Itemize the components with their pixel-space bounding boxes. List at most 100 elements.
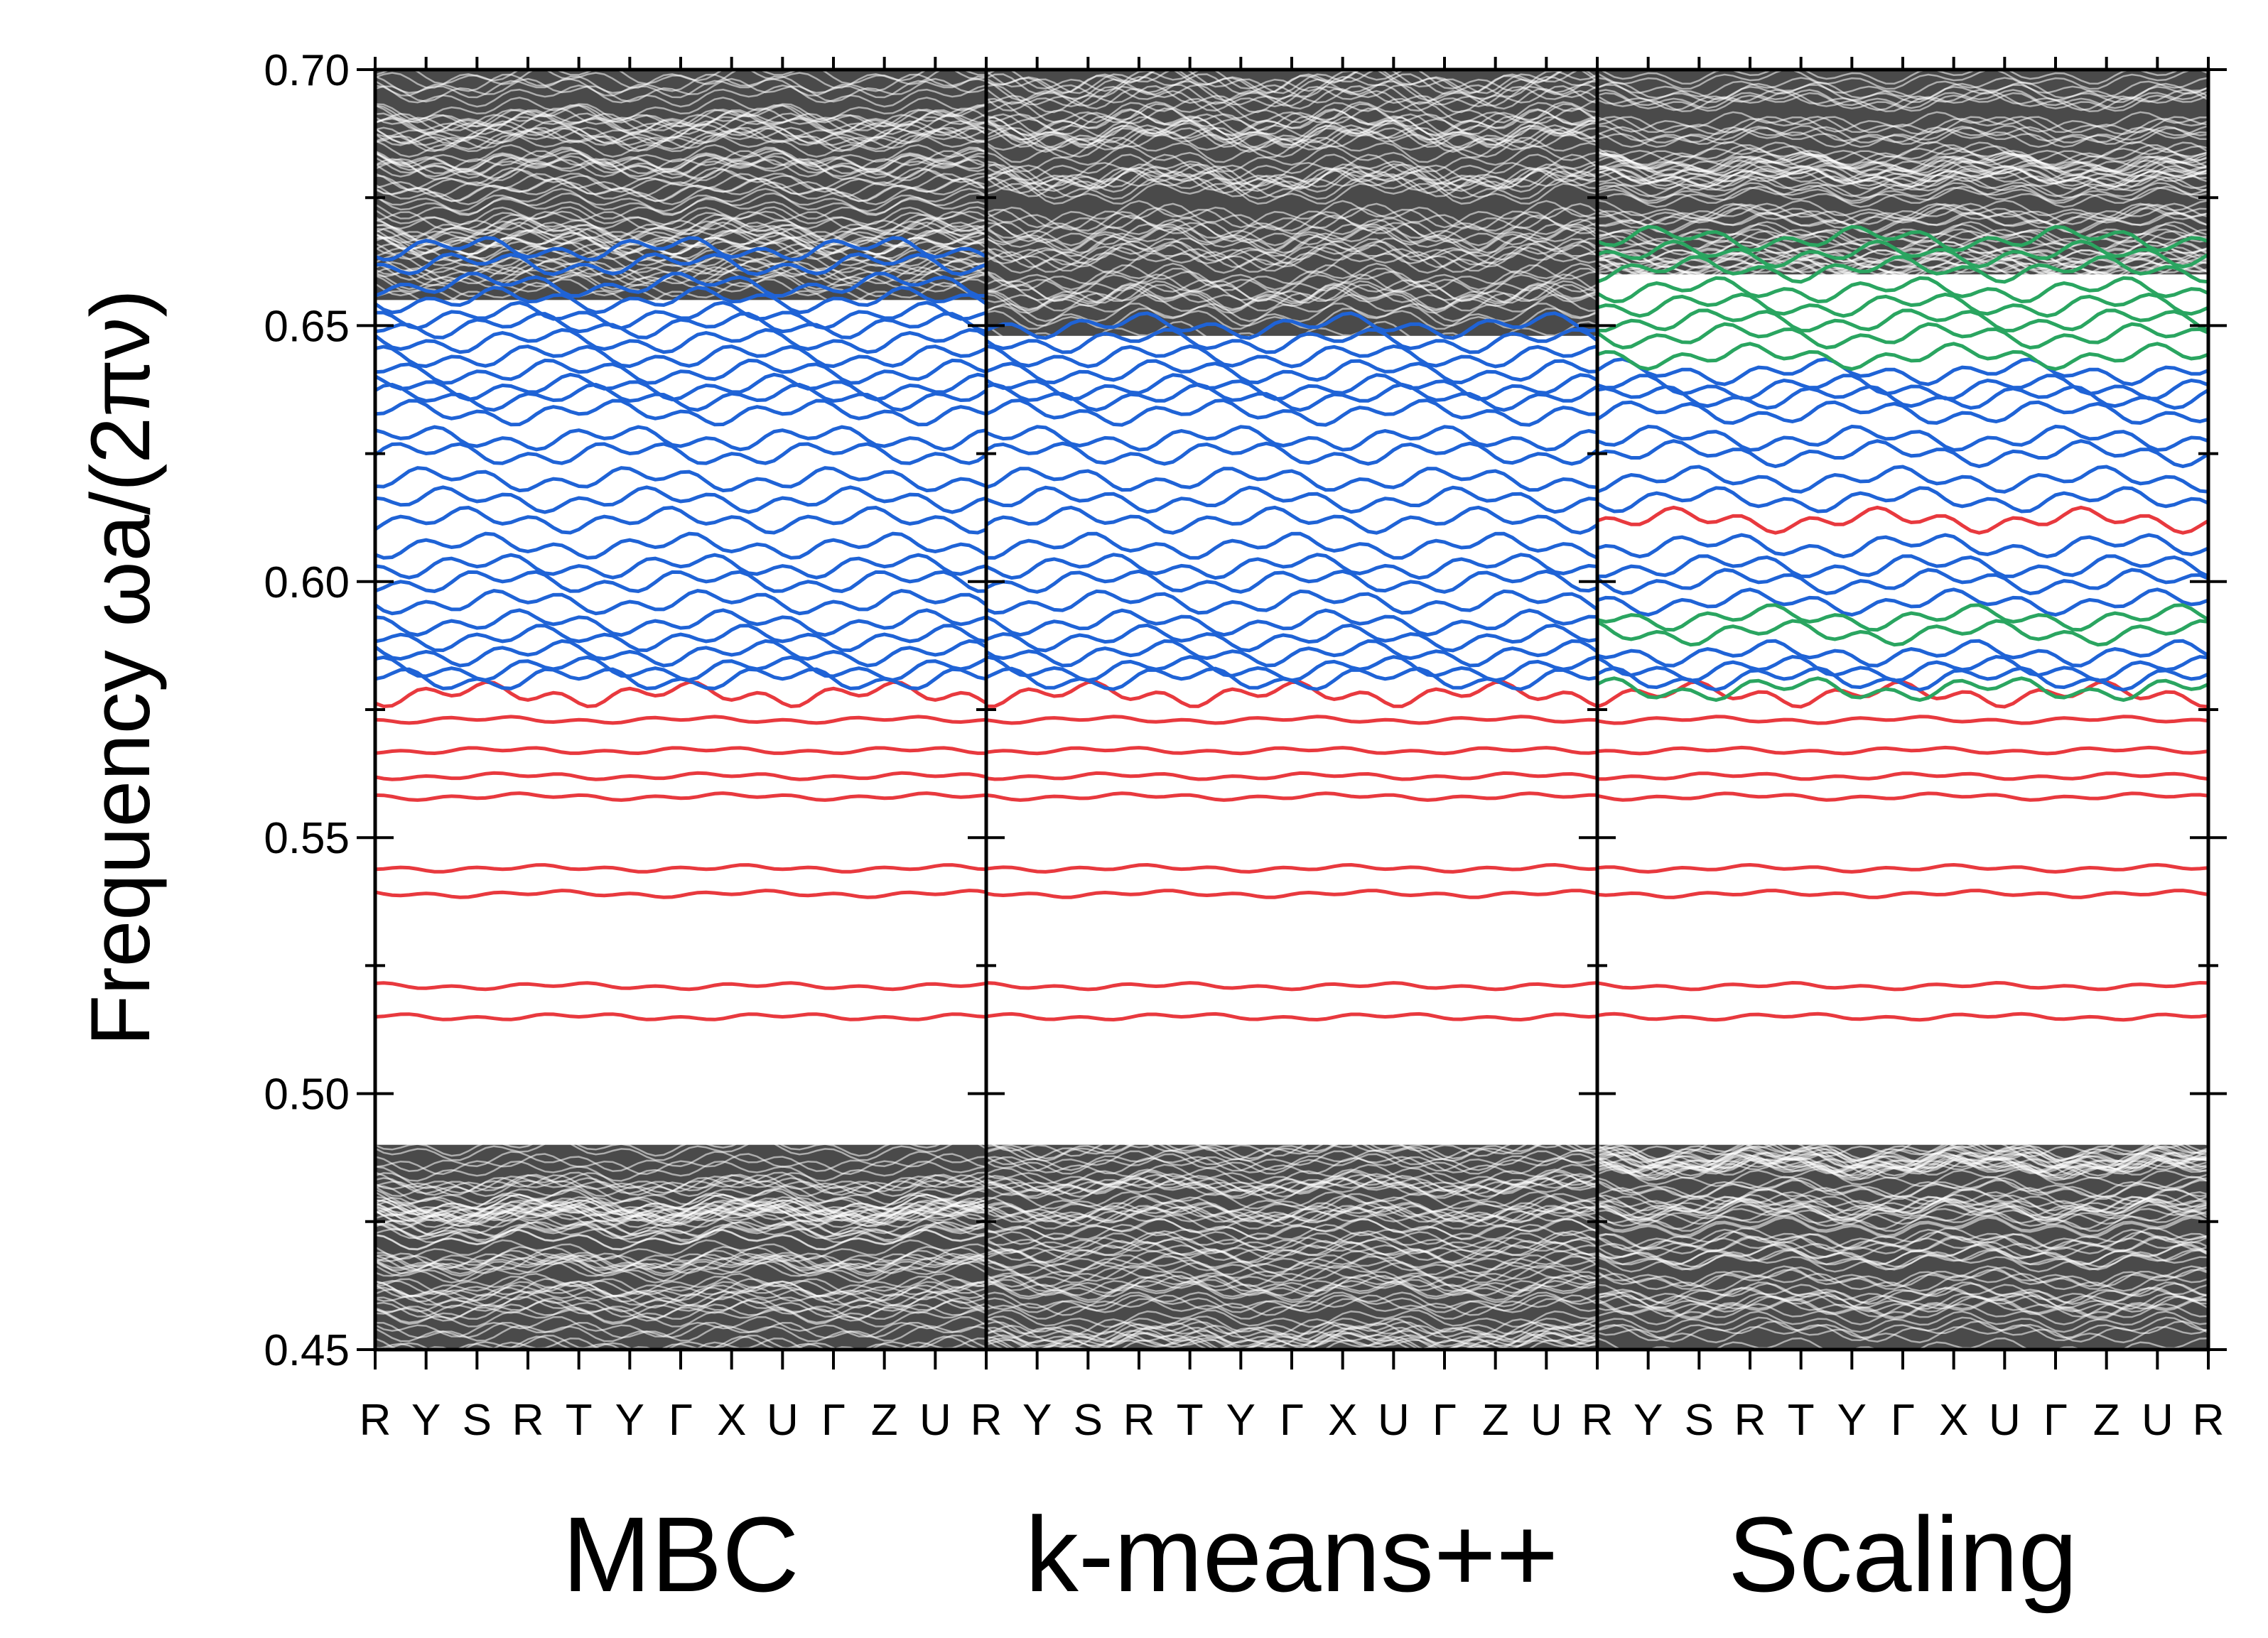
blue-band	[986, 425, 1597, 452]
red-band	[1597, 715, 2208, 725]
bulk-gap-line	[1597, 170, 2208, 191]
bulk-gap-line	[1597, 1176, 2208, 1198]
bulk-gap-line	[375, 73, 986, 97]
blue-band	[375, 382, 986, 412]
green-band	[1597, 254, 2208, 284]
bulk-gap-line	[986, 1175, 1597, 1195]
bulk-gap-line	[375, 1205, 986, 1226]
blue-band	[375, 608, 986, 637]
bulk-gap-line	[375, 178, 986, 202]
bulk-gap-line	[375, 1222, 986, 1243]
bulk-gap-line	[1597, 185, 2208, 208]
green-band	[1597, 603, 2208, 632]
bulk-gap-line	[986, 279, 1597, 304]
bulk-gap-line	[986, 1217, 1597, 1240]
bulk-gap-line	[986, 70, 1597, 95]
bulk-gap-line	[986, 1294, 1597, 1316]
k-point-label: T	[566, 1396, 593, 1445]
blue-band	[1597, 465, 2208, 494]
bulk-gap-line	[1597, 153, 2208, 176]
bulk-gap-line	[375, 1334, 986, 1350]
bulk-gap-line	[375, 1335, 986, 1350]
blue-band	[375, 358, 986, 385]
bulk-gap-line	[375, 1200, 986, 1223]
bulk-gap-line	[1597, 167, 2208, 190]
bulk-gap-line	[986, 206, 1597, 229]
green-band	[1597, 619, 2208, 647]
bulk-gap-line	[1597, 141, 2208, 163]
bulk-gap-line	[1597, 70, 2208, 90]
bulk-gap-line	[375, 1177, 986, 1198]
bulk-gap-line	[375, 1278, 986, 1296]
panels-layer	[375, 70, 2208, 1350]
bulk-gap-line	[1597, 1140, 2208, 1162]
bulk-gap-line	[375, 1200, 986, 1222]
red-band	[375, 889, 986, 899]
red-band	[986, 889, 1597, 899]
k-point-label: U	[1530, 1396, 1562, 1445]
bulk-gap-line	[375, 1205, 986, 1226]
green-band	[1597, 276, 2208, 304]
bulk-gap-line	[375, 261, 986, 283]
bulk-gap-line	[1597, 259, 2208, 279]
bulk-gap-line	[375, 181, 986, 205]
blue-band	[1597, 568, 2208, 596]
bulk-gap-line	[986, 1238, 1597, 1261]
bulk-gap-line	[375, 158, 986, 180]
bulk-gap-line	[986, 1252, 1597, 1274]
bulk-gap-line	[986, 221, 1597, 246]
bulk-gap-line	[1597, 1298, 2208, 1320]
bulk-gap-line	[986, 1254, 1597, 1276]
bulk-gap-line	[375, 168, 986, 193]
bulk-gap-line	[986, 283, 1597, 312]
bulk-gap-line	[986, 153, 1597, 182]
bulk-gap-line	[375, 77, 986, 103]
bulk-gap-line	[1597, 111, 2208, 133]
blue-band	[1597, 587, 2208, 617]
bulk-gap-line	[986, 1291, 1597, 1313]
bulk-gap-line	[1597, 159, 2208, 181]
k-point-label: R	[2193, 1396, 2225, 1445]
red-band	[1597, 1011, 2208, 1022]
k-point-label: R	[1582, 1396, 1614, 1445]
blue-band	[375, 485, 986, 514]
labels-layer: MBC k-means++ Scaling 0.45 0.50 0.55 0.60 0.65 0…	[264, 46, 2224, 1614]
bulk-gap-line	[1597, 1204, 2208, 1225]
green-band	[1597, 224, 2208, 252]
blue-band	[375, 425, 986, 452]
bulk-gap-line	[375, 127, 986, 153]
bulk-gap-line	[1597, 1291, 2208, 1310]
bulk-gap-line	[986, 251, 1597, 275]
bulk-gap-line	[375, 1228, 986, 1250]
red-band	[1597, 791, 2208, 802]
red-band	[986, 715, 1597, 725]
bulk-region-lower	[375, 1144, 986, 1350]
bulk-gap-line	[375, 126, 986, 151]
bulk-gap-line	[375, 1260, 986, 1282]
bulk-gap-line	[986, 165, 1597, 188]
bulk-gap-line	[1597, 1311, 2208, 1333]
red-band	[986, 680, 1597, 708]
bulk-gap-line	[1597, 1236, 2208, 1259]
blue-band	[375, 372, 986, 402]
blue-band	[1597, 654, 2208, 683]
bulk-gap-line	[375, 1303, 986, 1325]
blue-band	[1597, 357, 2208, 386]
bulk-gap-line	[1597, 1179, 2208, 1200]
bulk-gap-line	[986, 1240, 1597, 1262]
blue-band	[986, 569, 1597, 594]
bulk-gap-line	[375, 1254, 986, 1274]
bulk-gap-line	[986, 238, 1597, 266]
bulk-gap-line	[986, 1210, 1597, 1231]
bulk-gap-line	[1597, 1151, 2208, 1170]
k-point-label: T	[1788, 1396, 1815, 1445]
bulk-gap-line	[375, 112, 986, 133]
green-band	[1597, 322, 2208, 350]
bulk-gap-line	[986, 223, 1597, 251]
bulk-gap-line	[1597, 155, 2208, 175]
y-tick-label: 0.55	[264, 814, 350, 863]
bulk-gap-line	[986, 1275, 1597, 1296]
bulk-gap-line	[986, 1173, 1597, 1196]
bulk-gap-line	[375, 104, 986, 128]
bulk-gap-line	[375, 178, 986, 202]
